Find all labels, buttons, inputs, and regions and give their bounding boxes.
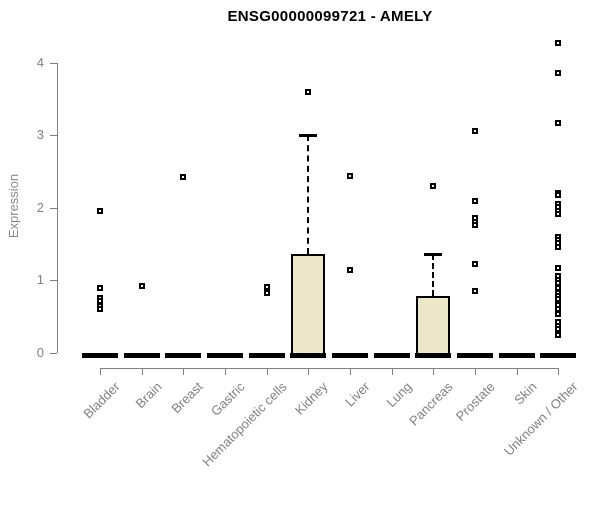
outlier-point — [138, 283, 145, 290]
whisker-cap — [299, 134, 318, 138]
outlier-point — [471, 287, 478, 294]
y-tick-label: 3 — [36, 127, 44, 143]
y-tick — [50, 207, 57, 209]
x-tick — [183, 368, 185, 375]
x-tick — [100, 368, 101, 375]
x-tick — [433, 368, 435, 375]
outlier-point — [555, 326, 562, 333]
outlier-point — [555, 279, 562, 286]
outlier-point — [555, 296, 562, 303]
x-tick — [516, 368, 518, 375]
whisker-line — [307, 135, 310, 254]
median-line — [248, 353, 285, 358]
boxplot-page: { "chart_data": { "type": "boxplot", "ti… — [6, 8, 581, 470]
y-tick — [50, 280, 57, 282]
outlier-point — [97, 207, 103, 214]
outlier-point — [555, 39, 562, 46]
whisker-line — [432, 253, 435, 297]
outlier-point — [555, 119, 562, 126]
y-tick-label: 1 — [36, 272, 44, 288]
x-tick — [349, 368, 351, 375]
outlier-point — [180, 174, 187, 181]
outlier-point — [305, 88, 312, 95]
x-tick — [308, 368, 310, 375]
y-tick — [50, 353, 57, 354]
outlier-point — [346, 267, 353, 274]
outlier-point — [555, 265, 562, 272]
outlier-point — [346, 172, 353, 179]
y-axis-line — [57, 62, 58, 353]
median-line — [415, 353, 452, 358]
outlier-point — [471, 127, 478, 134]
box — [291, 253, 326, 358]
outlier-point — [555, 69, 562, 76]
outlier-point — [263, 283, 270, 290]
median-line — [456, 353, 493, 358]
y-tick-label: 0 — [36, 345, 44, 360]
median-line — [373, 353, 410, 358]
median-line — [498, 353, 535, 358]
median-line — [290, 353, 327, 358]
outlier-point — [555, 211, 562, 218]
outlier-point — [263, 289, 270, 296]
median-line — [123, 353, 160, 358]
median-line — [82, 353, 118, 358]
outlier-point — [555, 244, 562, 250]
y-tick — [50, 135, 57, 137]
outlier-point — [430, 183, 437, 190]
outlier-point — [97, 284, 103, 291]
outlier-point — [97, 305, 103, 312]
y-tick-label: 2 — [36, 199, 44, 215]
outlier-point — [555, 331, 562, 338]
median-line — [206, 353, 243, 358]
median-line — [165, 353, 202, 358]
x-axis-line — [100, 368, 560, 369]
chart-title: ENSG00000099721 - AMELY — [227, 8, 433, 25]
x-tick — [141, 368, 143, 375]
box — [416, 296, 451, 358]
whisker-cap — [424, 252, 443, 256]
y-tick — [50, 62, 57, 64]
outlier-point — [471, 198, 478, 205]
y-tick-label: 4 — [36, 54, 44, 70]
x-tick — [391, 368, 393, 375]
x-tick — [474, 368, 476, 375]
outlier-point — [471, 222, 478, 229]
median-line — [540, 353, 577, 358]
outlier-point — [555, 192, 562, 199]
outlier-point — [471, 260, 478, 267]
x-tick — [224, 368, 226, 375]
x-tick — [266, 368, 268, 375]
outlier-point — [555, 310, 562, 317]
median-line — [331, 353, 368, 358]
x-tick — [558, 368, 560, 375]
outlier-point — [555, 284, 562, 291]
